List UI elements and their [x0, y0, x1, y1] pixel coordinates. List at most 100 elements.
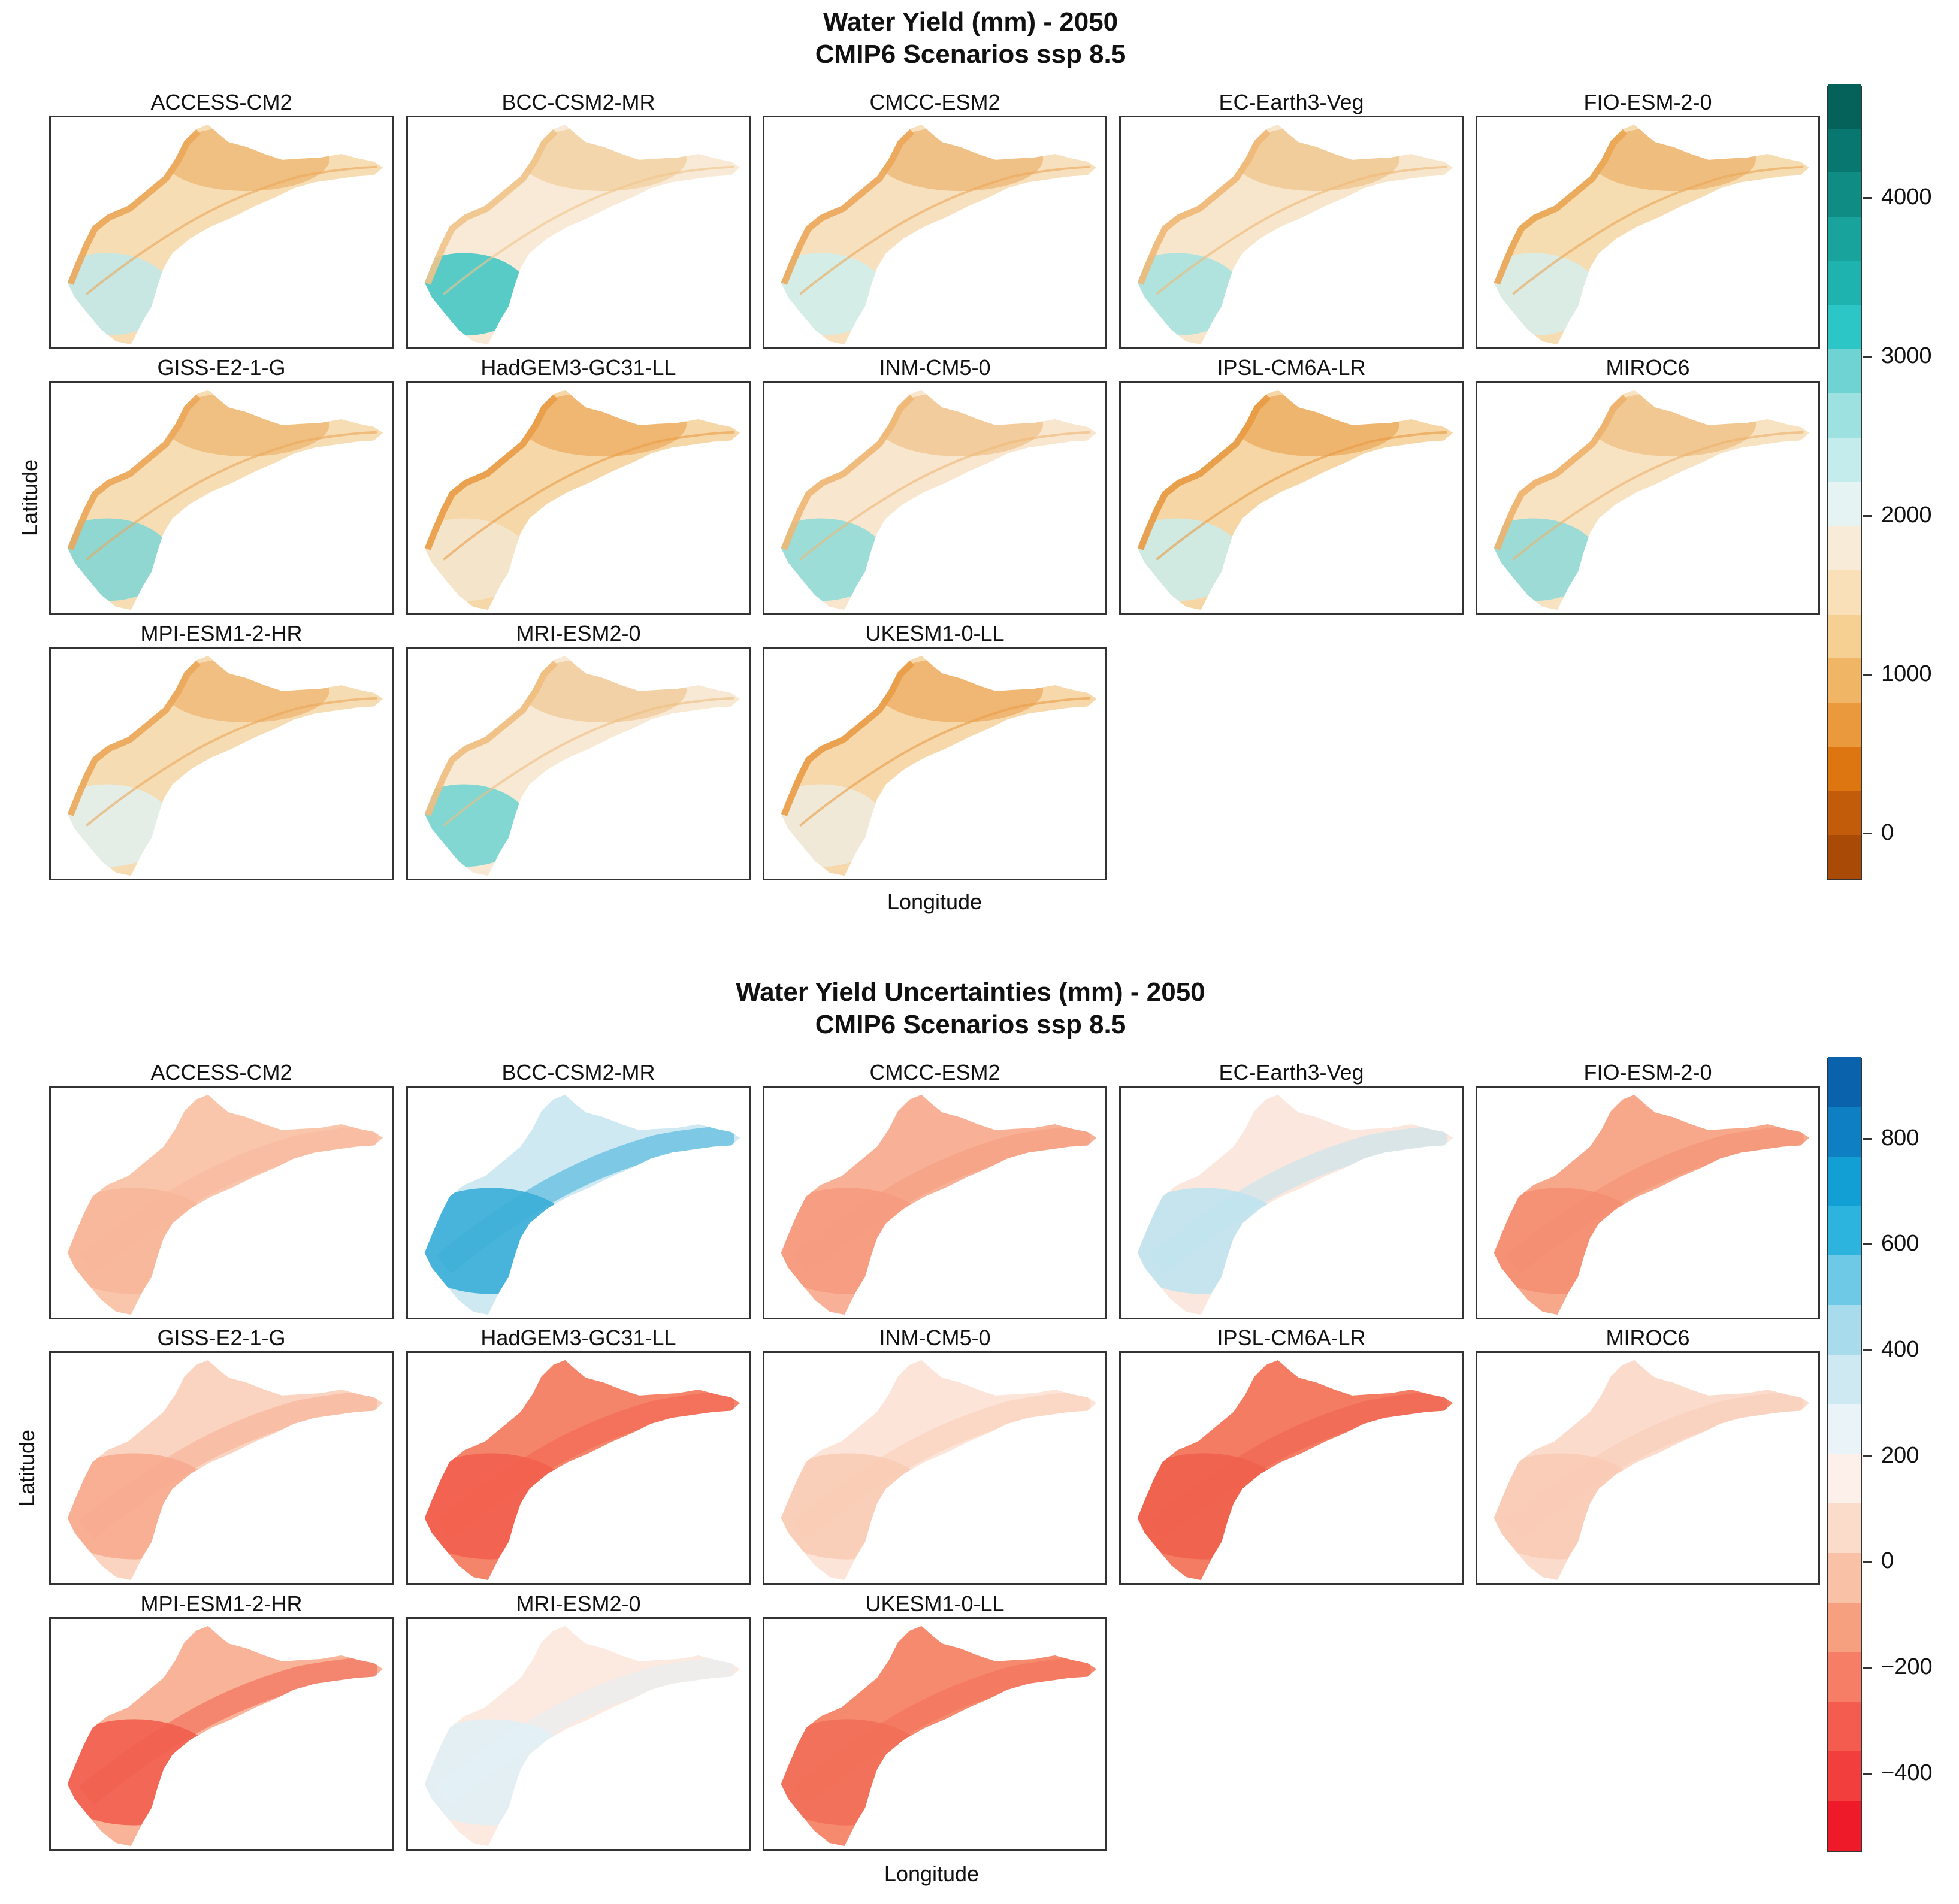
panel-title: BCC-CSM2-MR — [501, 90, 655, 114]
basin-map — [424, 1360, 740, 1581]
colorbar-segment — [1828, 702, 1861, 747]
colorbar-tick-label: 4000 — [1863, 184, 1932, 210]
map-panel — [49, 647, 394, 880]
river-line — [443, 697, 734, 827]
ridge-zone — [67, 390, 201, 550]
uncertainty-core — [781, 1188, 936, 1294]
uncertainty-band — [436, 1391, 735, 1539]
ridge-zone — [1494, 125, 1628, 285]
panel-title: CMCC-ESM2 — [869, 1060, 1000, 1085]
uncertainty-figure: Water Yield Uncertainties (mm) - 2050 CM… — [0, 958, 1959, 1904]
x-axis-label: Longitude — [884, 1861, 980, 1886]
map-panel — [1476, 116, 1820, 349]
uncertainty-core — [67, 1188, 223, 1294]
colorbar-segment — [1828, 482, 1861, 526]
basin-map — [781, 655, 1097, 876]
x-axis-label: Longitude — [887, 889, 982, 914]
uncertainty-band — [792, 1657, 1092, 1805]
colorbar-tick-label: 1000 — [1863, 661, 1932, 686]
figure-subtitle: CMIP6 Scenarios ssp 8.5 — [815, 1010, 1126, 1039]
basin-map — [424, 389, 740, 610]
colorbar-segment — [1828, 1702, 1861, 1752]
uncertainty-band — [792, 1125, 1092, 1274]
river-line — [1156, 431, 1447, 561]
uncertainty-core — [1137, 1188, 1293, 1294]
river-line — [1512, 431, 1804, 561]
panel-title: MRI-ESM2-0 — [516, 621, 641, 646]
basin-map — [424, 1094, 740, 1315]
river-line — [799, 697, 1091, 827]
panel-title: HadGEM3-GC31-LL — [480, 1325, 676, 1350]
dry-zone — [164, 657, 330, 723]
colorbar-segment — [1828, 1354, 1861, 1404]
panel-title: FIO-ESM-2-0 — [1583, 1060, 1712, 1085]
colorbar-segment — [1828, 261, 1861, 305]
map-panel — [49, 1617, 394, 1851]
map-panel — [1476, 381, 1820, 615]
uncertainty-core — [424, 1719, 580, 1826]
map-panel — [763, 647, 1107, 880]
basin-map — [1137, 1360, 1453, 1581]
map-panel — [1119, 1351, 1464, 1585]
basin-map — [67, 124, 383, 345]
dry-zone — [521, 657, 687, 723]
map-panel — [406, 116, 751, 349]
colorbar-segment — [1828, 216, 1861, 261]
panel-title: MIROC6 — [1606, 355, 1690, 380]
colorbar-segment — [1828, 1602, 1861, 1652]
colorbar-segment — [1828, 658, 1861, 703]
colorbar-segment — [1828, 305, 1861, 350]
colorbar-segment — [1828, 128, 1861, 173]
uncertainty-core — [424, 1453, 580, 1560]
river-line — [86, 165, 377, 295]
uncertainty-band — [792, 1391, 1092, 1539]
colorbar-tick-label: −400 — [1863, 1760, 1933, 1785]
colorbar-segment — [1828, 1156, 1861, 1206]
dry-zone — [164, 391, 330, 457]
colorbar-tick-label: 600 — [1863, 1231, 1919, 1257]
dry-zone — [1234, 126, 1400, 192]
dry-zone — [1590, 391, 1757, 457]
map-panel — [406, 381, 751, 615]
uncertainty-band — [78, 1125, 378, 1274]
colorbar-tick-label: 400 — [1863, 1336, 1919, 1362]
river-line — [86, 697, 377, 827]
uncertainty-core — [67, 1453, 223, 1560]
map-panel — [763, 381, 1107, 615]
colorbar-segment — [1828, 84, 1861, 129]
river-line — [443, 165, 734, 295]
river-line — [443, 431, 734, 561]
uncertainty-core — [1137, 1453, 1293, 1560]
map-panel — [406, 647, 751, 880]
colorbar-tick-label: −200 — [1863, 1654, 1933, 1679]
colorbar-segment — [1828, 1454, 1861, 1504]
dry-zone — [1234, 391, 1400, 457]
panel-title: MIROC6 — [1606, 1325, 1690, 1350]
uncertainty-core — [424, 1188, 580, 1294]
map-panel — [406, 1351, 751, 1585]
colorbar-segment — [1828, 791, 1861, 836]
dry-zone — [877, 657, 1044, 723]
figure-subtitle: CMIP6 Scenarios ssp 8.5 — [815, 40, 1126, 69]
map-panel — [49, 381, 394, 615]
basin-map — [1494, 1094, 1810, 1315]
basin-map — [1494, 1360, 1810, 1581]
basin-map — [1137, 389, 1453, 610]
uncertainty-band — [1505, 1391, 1804, 1539]
map-panel — [1119, 1086, 1464, 1319]
colorbar-tick-label: 200 — [1863, 1442, 1919, 1468]
colorbar — [1827, 84, 1862, 880]
panel-title: MRI-ESM2-0 — [516, 1591, 641, 1616]
figure-title: Water Yield Uncertainties (mm) - 2050 — [736, 977, 1205, 1007]
uncertainty-core — [781, 1719, 936, 1826]
basin-map — [1137, 1094, 1453, 1315]
panel-title: IPSL-CM6A-LR — [1217, 355, 1366, 380]
river-line — [1512, 165, 1804, 295]
colorbar-segment — [1828, 1106, 1861, 1157]
map-panel — [763, 1617, 1107, 1851]
colorbar-segment — [1828, 1404, 1861, 1454]
map-panel — [49, 1351, 394, 1585]
basin-map — [1137, 124, 1453, 345]
colorbar-segment — [1828, 1751, 1861, 1802]
basin-map — [424, 124, 740, 345]
